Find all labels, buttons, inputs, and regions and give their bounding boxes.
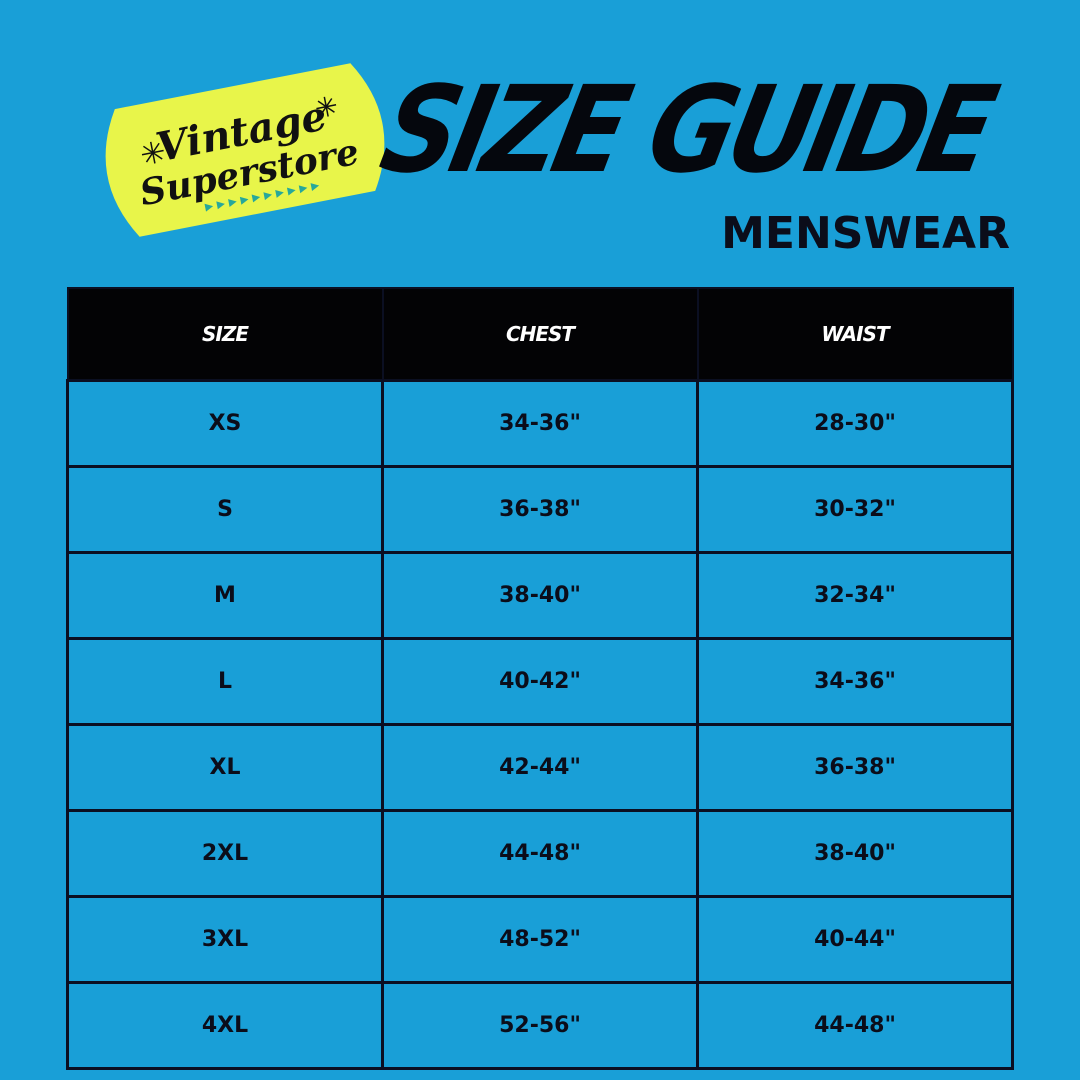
waist-cell: 36-38"	[696, 723, 1014, 812]
chest-cell: 40-42"	[381, 637, 699, 726]
waist-cell: 30-32"	[696, 465, 1014, 554]
table-row: M 38-40" 32-34"	[66, 551, 1014, 640]
size-cell: XS	[66, 379, 384, 468]
table-row: S 36-38" 30-32"	[66, 465, 1014, 554]
vintage-superstore-logo: Vintage Superstore	[105, 63, 385, 237]
chest-cell: 52-56"	[381, 981, 699, 1070]
chest-cell: 38-40"	[381, 551, 699, 640]
table-body: XS 34-36" 28-30" S 36-38" 30-32" M 38-40" 32-34"…	[66, 379, 1014, 1070]
table-row: 4XL 52-56" 44-48"	[66, 981, 1014, 1070]
chest-cell: 36-38"	[381, 465, 699, 554]
waist-cell: 44-48"	[696, 981, 1014, 1070]
table-row: XS 34-36" 28-30"	[66, 379, 1014, 468]
table-row: XL 42-44" 36-38"	[66, 723, 1014, 812]
size-cell: S	[66, 465, 384, 554]
column-header-waist: WAIST	[696, 287, 1014, 382]
size-cell: XL	[66, 723, 384, 812]
size-cell: M	[66, 551, 384, 640]
column-header-size: SIZE	[66, 287, 384, 382]
chest-cell: 44-48"	[381, 809, 699, 898]
page-subtitle: MENSWEAR	[721, 208, 1010, 259]
size-cell: 2XL	[66, 809, 384, 898]
page-title: SIZE GUIDE	[370, 59, 1003, 200]
waist-cell: 28-30"	[696, 379, 1014, 468]
chest-cell: 48-52"	[381, 895, 699, 984]
size-table: SIZE CHEST WAIST XS 34-36" 28-30" S 36-38" 30…	[66, 287, 1014, 1070]
waist-cell: 32-34"	[696, 551, 1014, 640]
chest-cell: 42-44"	[381, 723, 699, 812]
waist-cell: 38-40"	[696, 809, 1014, 898]
size-cell: 4XL	[66, 981, 384, 1070]
waist-cell: 34-36"	[696, 637, 1014, 726]
table-row: 3XL 48-52" 40-44"	[66, 895, 1014, 984]
waist-cell: 40-44"	[696, 895, 1014, 984]
chest-cell: 34-36"	[381, 379, 699, 468]
table-header-row: SIZE CHEST WAIST	[66, 287, 1014, 382]
sparkle-icon	[141, 96, 337, 164]
size-cell: L	[66, 637, 384, 726]
column-header-chest: CHEST	[381, 287, 699, 382]
size-cell: 3XL	[66, 895, 384, 984]
triangle-row-icon	[204, 183, 320, 212]
table-row: 2XL 44-48" 38-40"	[66, 809, 1014, 898]
table-row: L 40-42" 34-36"	[66, 637, 1014, 726]
